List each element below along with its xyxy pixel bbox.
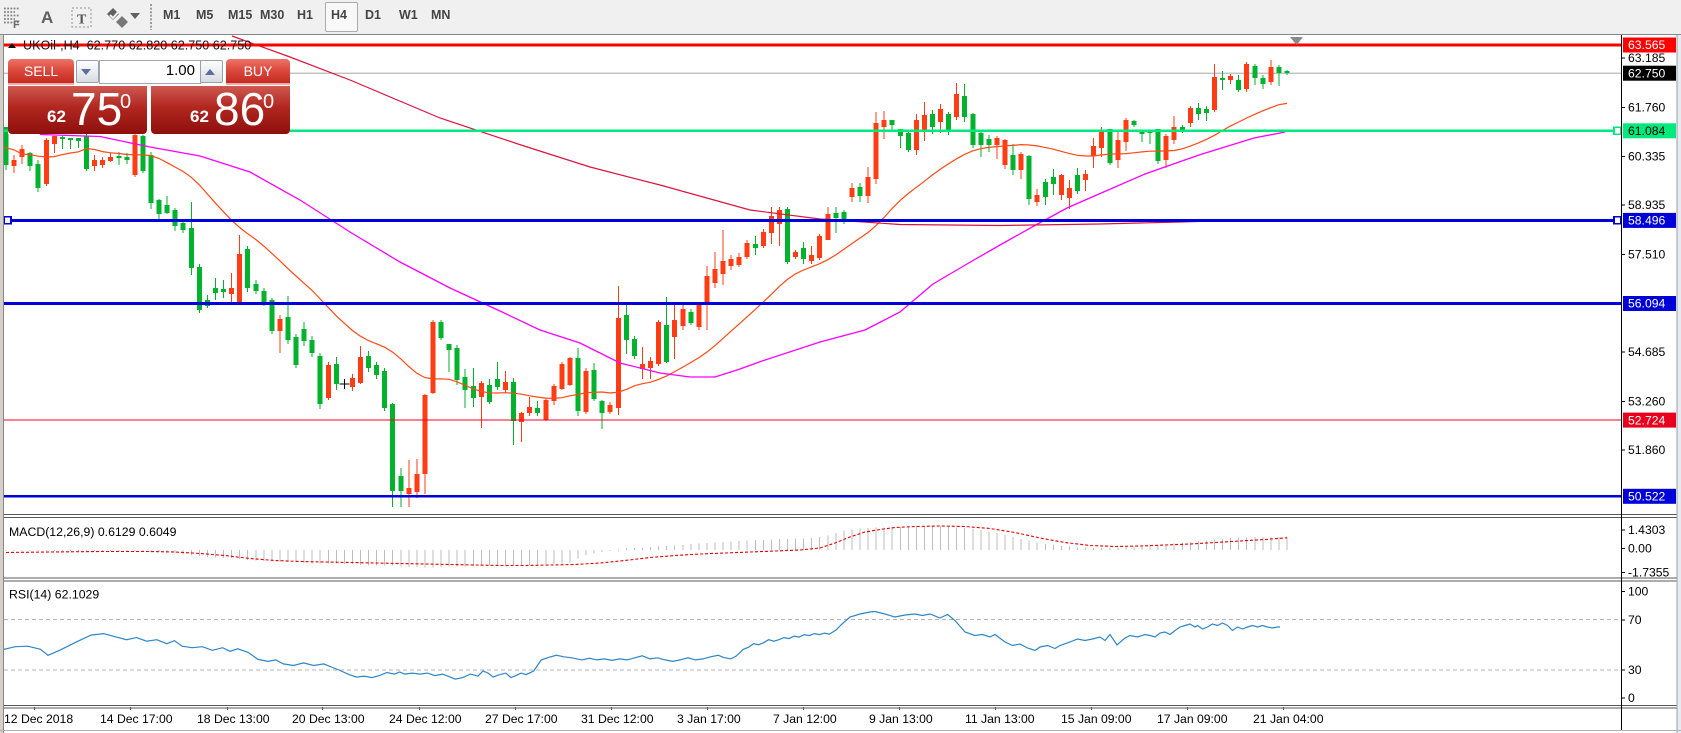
svg-text:A: A [41, 8, 53, 27]
svg-text:31 Dec 12:00: 31 Dec 12:00 [581, 712, 654, 726]
svg-text:UKOil-,H4 62.770 62.820 62.75: UKOil-,H4 62.770 62.820 62.750 62.750 [23, 39, 251, 53]
svg-text:61.760: 61.760 [1628, 101, 1665, 115]
svg-text:18 Dec 13:00: 18 Dec 13:00 [197, 712, 270, 726]
svg-text:62.750: 62.750 [1628, 66, 1665, 80]
svg-text:54.685: 54.685 [1628, 345, 1665, 359]
svg-text:27 Dec 17:00: 27 Dec 17:00 [485, 712, 558, 726]
svg-text:58.935: 58.935 [1628, 198, 1665, 212]
svg-text:11 Jan 13:00: 11 Jan 13:00 [965, 712, 1035, 726]
svg-text:9 Jan 13:00: 9 Jan 13:00 [869, 712, 933, 726]
svg-text:1.4303: 1.4303 [1628, 523, 1665, 537]
svg-text:70: 70 [1628, 613, 1642, 627]
svg-text:63.185: 63.185 [1628, 51, 1665, 65]
svg-text:61.084: 61.084 [1628, 124, 1665, 138]
svg-text:F: F [13, 19, 20, 31]
svg-text:51.860: 51.860 [1628, 443, 1665, 457]
svg-text:100: 100 [1628, 585, 1649, 599]
svg-text:0.00: 0.00 [1628, 542, 1652, 556]
svg-text:53.260: 53.260 [1628, 395, 1665, 409]
svg-text:-1.7355: -1.7355 [1628, 566, 1670, 580]
svg-text:0: 0 [1628, 691, 1635, 705]
svg-text:56.094: 56.094 [1628, 297, 1665, 311]
svg-text:7 Jan 12:00: 7 Jan 12:00 [773, 712, 837, 726]
svg-text:30: 30 [1628, 663, 1642, 677]
svg-text:12 Dec 2018: 12 Dec 2018 [4, 712, 73, 726]
svg-text:60.335: 60.335 [1628, 150, 1665, 164]
svg-text:50.522: 50.522 [1628, 490, 1665, 504]
svg-text:MACD(12,26,9) 0.6129 0.6049: MACD(12,26,9) 0.6129 0.6049 [9, 525, 177, 539]
svg-text:63.565: 63.565 [1628, 38, 1665, 52]
svg-text:24 Dec 12:00: 24 Dec 12:00 [389, 712, 462, 726]
svg-text:RSI(14) 62.1029: RSI(14) 62.1029 [9, 588, 99, 602]
svg-text:58.496: 58.496 [1628, 214, 1665, 228]
svg-text:15 Jan 09:00: 15 Jan 09:00 [1061, 712, 1132, 726]
svg-text:17 Jan 09:00: 17 Jan 09:00 [1157, 712, 1228, 726]
svg-text:14 Dec 17:00: 14 Dec 17:00 [100, 712, 173, 726]
svg-text:20 Dec 13:00: 20 Dec 13:00 [292, 712, 365, 726]
svg-text:21 Jan 04:00: 21 Jan 04:00 [1253, 712, 1324, 726]
svg-text:52.724: 52.724 [1628, 413, 1665, 427]
svg-text:T: T [77, 13, 87, 28]
svg-text:3 Jan 17:00: 3 Jan 17:00 [677, 712, 741, 726]
svg-text:57.510: 57.510 [1628, 248, 1665, 262]
